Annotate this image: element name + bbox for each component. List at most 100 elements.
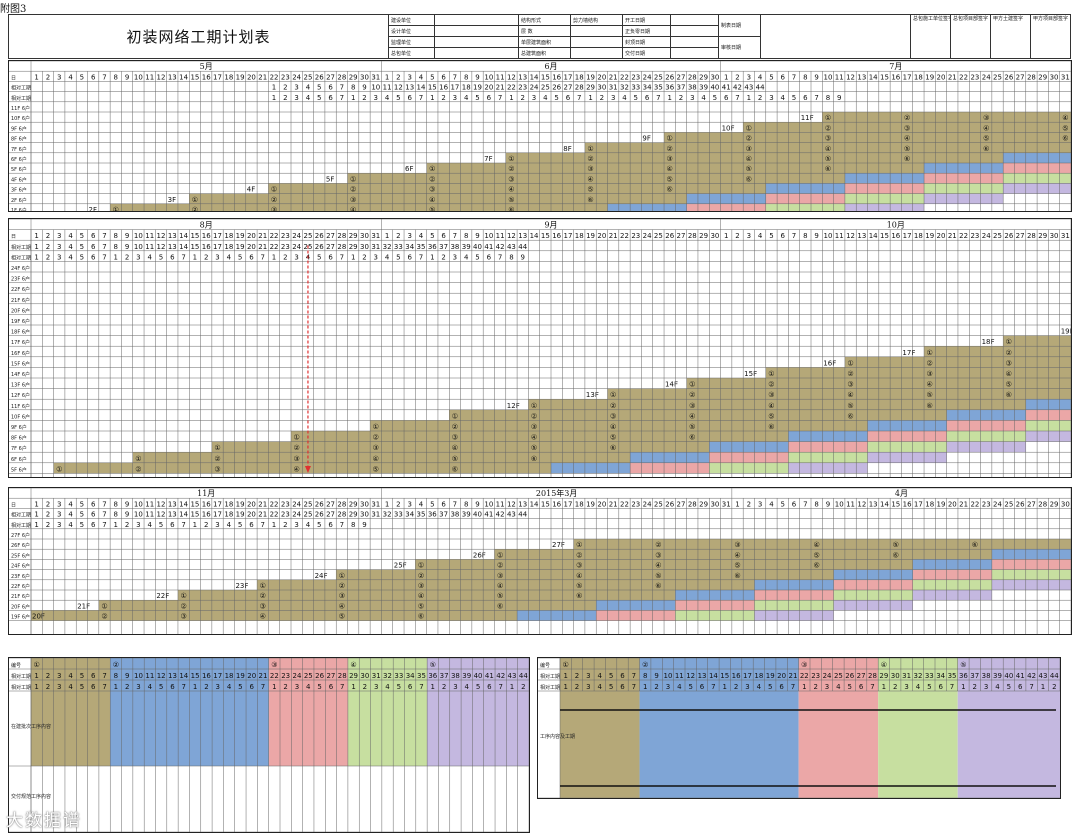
day-number: 16 (891, 232, 900, 240)
day-number: 10 (484, 73, 493, 81)
legend-group-band (189, 658, 269, 766)
legend-rel-weekday: 1 (272, 683, 276, 691)
legend-rel-weekday: 7 (791, 683, 795, 691)
rel-week-day: 3 (57, 253, 61, 261)
row-label-rel1: 相对工期 (11, 85, 31, 92)
floor-label: 10F 6户 (11, 115, 30, 122)
rel-week-day: 1 (193, 521, 197, 529)
rel-day: 31 (371, 243, 380, 251)
day-number: 14 (880, 500, 889, 508)
rel-day: 35 (417, 511, 426, 519)
legend-rel-day: 11 (675, 672, 684, 680)
legend-rel-weekday: 2 (973, 683, 977, 691)
legend-rel-weekday: 6 (91, 683, 96, 691)
legend-rel-day: 35 (417, 672, 426, 680)
rel-day: 14 (179, 243, 188, 251)
day-number: 15 (880, 73, 889, 81)
rel-day: 17 (213, 243, 222, 251)
step-marker: ④ (508, 186, 514, 194)
step-marker: ① (56, 465, 62, 473)
floor-label: 24F 6户 (11, 265, 30, 272)
legend-rel-day: 23 (811, 672, 820, 680)
floor-label: 8F 6户 (11, 435, 27, 442)
legend-rel-weekday: 1 (563, 683, 567, 691)
legend-rel-weekday: 6 (249, 683, 254, 691)
rel-week-day: 2 (283, 94, 287, 102)
rel-day: 32 (383, 511, 392, 519)
progress-band (584, 142, 1071, 153)
legend-rel-weekday: 4 (677, 683, 682, 691)
step-marker: ① (260, 582, 266, 590)
month-label: 5月 (200, 62, 213, 71)
step-marker: ⑤ (339, 613, 345, 621)
sign-label: 总包施工单位签字 (910, 14, 951, 59)
day-number: 15 (190, 73, 199, 81)
step-marker: ④ (667, 165, 673, 173)
step-marker: ② (768, 381, 774, 389)
day-number: 8 (464, 232, 468, 240)
rel-day: 44 (518, 243, 527, 251)
floor-tag: 13F (586, 391, 599, 399)
rel-day: 30 (360, 243, 369, 251)
step-marker: ⑤ (429, 206, 435, 211)
legend-rel-day: 20 (247, 672, 256, 680)
step-marker: ⑥ (1062, 135, 1068, 143)
rel-day: 29 (586, 84, 595, 92)
month-label: 2015年3月 (536, 488, 577, 498)
rel-week-day: 5 (317, 94, 321, 102)
rel-day: 18 (224, 511, 233, 519)
step-marker: ① (768, 370, 774, 378)
step-marker: ③ (667, 155, 673, 163)
rel-day: 23 (518, 84, 527, 92)
legend-rel-weekday: 3 (825, 683, 829, 691)
day-number: 17 (563, 73, 572, 81)
rel-week-day: 3 (611, 94, 615, 102)
rel-day: 21 (258, 243, 267, 251)
rel-day: 36 (665, 84, 674, 92)
step-marker: ④ (373, 455, 379, 463)
step-marker: ③ (214, 465, 220, 473)
step-marker: ⑥ (904, 155, 910, 163)
legend-rel-day: 25 (304, 672, 313, 680)
day-number: 2 (46, 73, 50, 81)
day-number: 29 (1038, 232, 1047, 240)
rel-week-day: 5 (475, 94, 479, 102)
rel-day: 9 (125, 243, 129, 251)
legend-rel-weekday: 6 (170, 683, 175, 691)
day-number: 17 (213, 232, 222, 240)
day-number: 28 (1027, 232, 1036, 240)
rel-week-day: 7 (735, 94, 739, 102)
day-number: 8 (814, 500, 818, 508)
floor-tag: 18F (982, 338, 995, 346)
floor-tag: 22F (156, 592, 169, 600)
day-number: 21 (609, 232, 618, 240)
rel-week-day: 3 (136, 253, 140, 261)
rel-week-day: 7 (814, 94, 818, 102)
rel-day: 40 (710, 84, 719, 92)
day-number: 25 (1004, 500, 1013, 508)
rel-week-day: 8 (351, 521, 355, 529)
step-marker: ⑥ (497, 602, 503, 610)
rel-day: 24 (292, 243, 301, 251)
legend-rel-day: 28 (868, 672, 877, 680)
day-number: 3 (407, 500, 411, 508)
step-marker: ① (497, 551, 503, 559)
rel-week-day: 1 (430, 253, 434, 261)
day-number: 25 (303, 232, 312, 240)
rel-week-day: 2 (204, 253, 208, 261)
rel-day: 25 (541, 84, 550, 92)
legend-rel-weekday: 7 (632, 683, 636, 691)
day-number: 20 (597, 232, 606, 240)
sign-label: 甲方项目部签字 (1030, 14, 1071, 59)
legend-step-number: ② (642, 661, 648, 669)
rel-week-day: 6 (407, 94, 412, 102)
day-number: 18 (224, 73, 233, 81)
rel-day: 26 (552, 84, 561, 92)
rel-week-day: 3 (374, 253, 378, 261)
legend-rel-day: 39 (993, 672, 1002, 680)
step-marker: ④ (418, 592, 424, 600)
step-marker: ④ (847, 391, 853, 399)
step-marker: ⑥ (667, 186, 673, 194)
rel-week-day: 6 (328, 253, 333, 261)
step-marker: ① (825, 114, 831, 122)
